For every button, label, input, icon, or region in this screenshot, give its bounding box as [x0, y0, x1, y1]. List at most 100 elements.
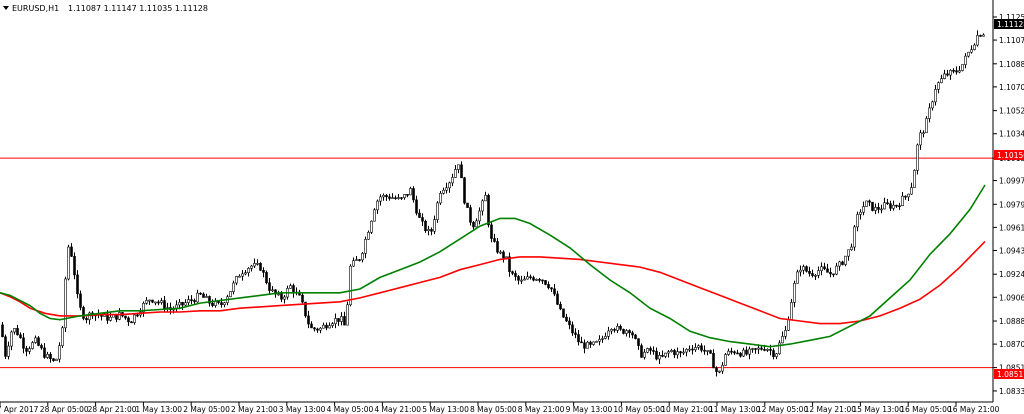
candle-body [565, 316, 568, 322]
candle-body [919, 132, 922, 146]
candle-body [661, 355, 664, 357]
candle-body [160, 300, 163, 303]
candle-body [412, 188, 415, 201]
candle-body [520, 279, 523, 282]
candle-body [184, 302, 187, 306]
candle-body [532, 277, 535, 281]
chart-header: EURUSD,H1 1.11087 1.11147 1.11035 1.1112… [3, 4, 208, 13]
candles [1, 30, 985, 377]
candle-body [250, 265, 253, 269]
candle-body [328, 325, 331, 329]
candle-body [241, 273, 244, 277]
time-tick-label: 9 May 13:00 [566, 405, 613, 414]
candle-body [943, 73, 946, 79]
candle-body [517, 276, 520, 281]
candle-body [934, 89, 937, 103]
candle-body [136, 314, 139, 317]
candle-body [727, 350, 730, 355]
price-tick-label: 1.08880 [999, 317, 1024, 326]
time-tick-label: 16 May 21:00 [948, 405, 1000, 414]
candle-body [805, 266, 808, 272]
candle-body [466, 202, 469, 208]
time-tick-label: 27 Apr 2017 [0, 405, 39, 414]
candle-body [676, 351, 679, 356]
candle-body [589, 341, 592, 345]
candle-body [475, 220, 478, 228]
candle-body [220, 302, 223, 306]
candle-body [523, 278, 526, 281]
candle-body [547, 284, 550, 289]
level-label-lower-text: 1.08517 [997, 370, 1024, 379]
candle-body [304, 301, 307, 317]
candle-body [559, 304, 562, 310]
candle-body [334, 318, 337, 324]
candle-body [868, 200, 871, 203]
candle-body [679, 351, 682, 354]
candle-body [358, 259, 361, 261]
candle-body [847, 249, 850, 257]
candle-body [280, 293, 283, 300]
time-tick-label: 1 May 13:00 [135, 405, 182, 414]
candle-body [55, 358, 58, 361]
candle-body [793, 282, 796, 303]
current-price-label: 1.11128 [994, 19, 1024, 29]
candle-body [445, 187, 448, 191]
candle-body [712, 352, 715, 369]
candle-body [211, 302, 214, 306]
time-tick-label: 10 May 05:00 [613, 405, 665, 414]
candle-body [952, 69, 955, 72]
candle-body [598, 339, 601, 342]
candle-body [850, 246, 853, 251]
candle-body [178, 301, 181, 306]
candle-body [238, 275, 241, 278]
triangle-down-icon[interactable] [3, 6, 9, 10]
candle-body [247, 268, 250, 273]
candle-body [826, 268, 829, 273]
price-tick-label: 1.08517 [999, 364, 1024, 373]
candle-body [367, 232, 370, 240]
candle-body [925, 118, 928, 134]
candle-body [649, 348, 652, 351]
candle-body [343, 316, 346, 326]
candle-body [283, 296, 286, 300]
candle-body [109, 316, 112, 321]
candle-body [499, 251, 502, 254]
candle-body [928, 107, 931, 119]
candle-body [937, 82, 940, 90]
candle-body [745, 349, 748, 355]
price-axis: 1.11250 1.11070 1.10885 1.10705 1.10520 1.103… [992, 0, 1024, 402]
candle-body [271, 289, 274, 292]
candle-body [874, 207, 877, 211]
candle-body [823, 266, 826, 270]
candle-body [721, 365, 724, 372]
candle-body [16, 328, 19, 336]
candle-body [901, 195, 904, 207]
candle-body [436, 202, 439, 220]
candle-body [538, 279, 541, 281]
candle-body [307, 315, 310, 325]
price-tick-label: 1.11070 [999, 36, 1024, 45]
candle-body [601, 338, 604, 340]
candle-body [553, 288, 556, 295]
candle-body [715, 367, 718, 372]
level-label-lower-bg [994, 369, 1024, 379]
candle-body [682, 351, 685, 354]
candle-body [622, 328, 625, 334]
candle-body [424, 220, 427, 232]
candle-body [118, 312, 121, 320]
candle-body [142, 302, 145, 313]
candle-body [43, 347, 46, 358]
candle-body [7, 345, 10, 357]
candle-body [199, 292, 202, 295]
candle-body [670, 350, 673, 353]
candle-body [652, 350, 655, 352]
candle-body [340, 316, 343, 322]
candle-body [127, 317, 130, 323]
fast-moving-average-line [0, 184, 986, 348]
candle-body [34, 337, 37, 343]
candle-body [796, 271, 799, 284]
candle-body [514, 273, 517, 277]
candle-body [949, 69, 952, 76]
